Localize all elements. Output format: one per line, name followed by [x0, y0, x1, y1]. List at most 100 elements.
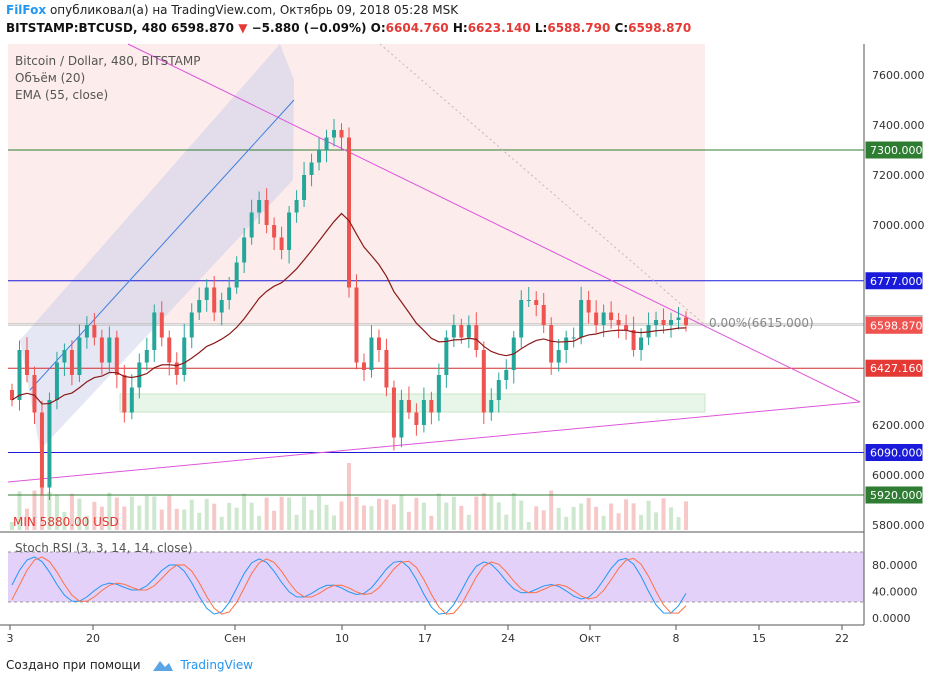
- candle-body: [174, 362, 179, 375]
- volume-bar: [436, 493, 441, 530]
- volume-bar: [137, 505, 142, 530]
- volume-bar: [24, 508, 29, 530]
- candle-body: [294, 200, 299, 213]
- open-value: 6604.760: [385, 21, 449, 35]
- level-badge-label: 6777.000: [870, 275, 923, 288]
- y-tick-label: 7600.000: [872, 69, 925, 82]
- candle-body: [466, 325, 471, 338]
- x-tick-label: 20: [86, 632, 100, 645]
- volume-bar: [609, 503, 614, 530]
- publish-info: FilFox опубликовал(а) на TradingView.com…: [6, 3, 458, 17]
- candle-body: [384, 350, 389, 388]
- rsi-tick-label: 40.0000: [872, 586, 918, 599]
- candle-body: [77, 337, 82, 375]
- candle-body: [99, 337, 104, 363]
- volume-bar: [489, 495, 494, 530]
- level-badge-label: 7300.000: [870, 144, 923, 157]
- x-tick-label: 22: [835, 632, 849, 645]
- candle-body: [601, 312, 606, 325]
- volume-bar: [272, 510, 277, 530]
- volume-bar: [556, 507, 561, 530]
- rsi-label: Stoch RSI (3, 3, 14, 14, close): [15, 541, 193, 555]
- x-tick-label: 24: [501, 632, 515, 645]
- candle-body: [152, 312, 157, 350]
- candle-body: [481, 350, 486, 413]
- candle-body: [47, 400, 52, 488]
- volume-bar: [47, 491, 52, 530]
- channel-midline: [29, 99, 295, 391]
- volume-bar: [639, 514, 644, 530]
- volume-bar: [571, 507, 576, 530]
- candle-body: [519, 300, 524, 338]
- candle-body: [302, 175, 307, 200]
- candle-body: [631, 330, 636, 350]
- volume-bar: [332, 515, 337, 530]
- volume-bar: [204, 498, 209, 530]
- candle-body: [586, 300, 591, 313]
- volume-bar: [669, 507, 674, 530]
- candle-body: [489, 400, 494, 413]
- volume-bar: [152, 496, 157, 530]
- candle-body: [609, 312, 614, 320]
- last-price: 6598.870: [170, 21, 234, 35]
- volume-bar: [212, 503, 217, 530]
- level-badge-label: 6090.000: [870, 447, 923, 460]
- candle-body: [324, 137, 329, 150]
- volume-bar: [32, 490, 37, 530]
- volume-bar: [481, 493, 486, 530]
- volume-bar: [526, 522, 531, 530]
- volume-bar: [676, 517, 681, 530]
- volume-bar: [534, 506, 539, 530]
- high-value: 6623.140: [467, 21, 531, 35]
- candle-body: [361, 362, 366, 370]
- candle-body: [264, 200, 269, 225]
- volume-bar: [69, 493, 74, 530]
- volume-bar: [287, 497, 292, 530]
- volume-bar: [624, 499, 629, 530]
- tradingview-link[interactable]: TradingView: [180, 658, 254, 672]
- candle-body: [661, 320, 666, 325]
- author-name[interactable]: FilFox: [6, 3, 47, 17]
- volume-bar: [654, 512, 659, 530]
- legend-symbol: Bitcoin / Dollar, 480, BITSTAMP: [15, 54, 200, 68]
- down-arrow-icon: ▼: [238, 21, 248, 35]
- volume-bar: [39, 487, 44, 530]
- volume-bar: [144, 495, 149, 530]
- price-change: −5.880 (−0.09%): [251, 21, 367, 35]
- y-tick-label: 7000.000: [872, 219, 925, 232]
- ohlc-header: BITSTAMP:BTCUSD, 480 6598.870 ▼ −5.880 (…: [6, 21, 691, 35]
- x-tick-label: 15: [752, 632, 766, 645]
- candle-body: [594, 312, 599, 325]
- volume-bar: [601, 515, 606, 530]
- created-text: Создано при помощи: [6, 658, 141, 672]
- volume-bar: [511, 493, 516, 530]
- candle-body: [624, 325, 629, 330]
- volume-bar: [249, 502, 254, 530]
- volume-bar: [167, 495, 172, 530]
- price-chart[interactable]: 80.0000 40.0000 0.0000 7600.000 7400.000 720…: [0, 40, 936, 660]
- candle-body: [564, 337, 569, 350]
- volume-bar: [391, 504, 396, 530]
- volume-bar: [429, 515, 434, 530]
- legend-ema: EMA (55, close): [15, 88, 108, 102]
- candle-body: [414, 412, 419, 425]
- close-value: 6598.870: [628, 21, 692, 35]
- volume-bar: [384, 499, 389, 530]
- stoch-k-line: [11, 556, 687, 615]
- candle-body: [309, 162, 314, 175]
- footer: Создано при помощи TradingView: [6, 657, 253, 673]
- volume-bar: [54, 494, 59, 530]
- candle-body: [436, 375, 441, 413]
- candle-body: [579, 300, 584, 338]
- candle-body: [421, 400, 426, 425]
- candle-body: [257, 200, 262, 213]
- volume-bar: [77, 498, 82, 530]
- candle-body: [332, 130, 337, 138]
- volume-bar: [189, 499, 194, 530]
- volume-bar: [294, 514, 299, 530]
- y-tick-label: 7400.000: [872, 119, 925, 132]
- candle-body: [212, 287, 217, 313]
- volume-bar: [519, 500, 524, 530]
- candle-body: [526, 300, 531, 301]
- low-label: L:: [534, 21, 548, 35]
